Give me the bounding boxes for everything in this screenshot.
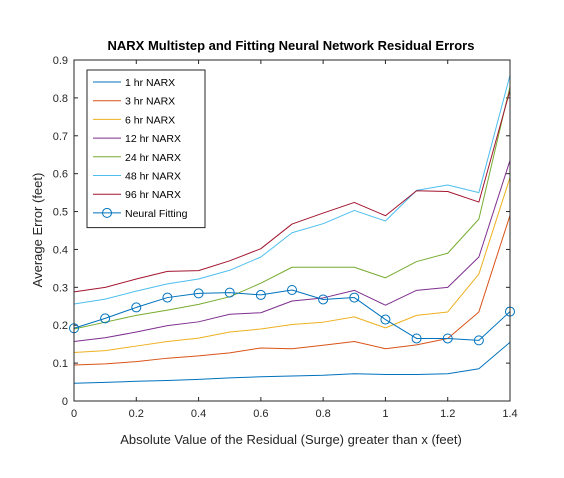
x-axis-label: Absolute Value of the Residual (Surge) g… bbox=[120, 432, 462, 447]
x-tick-label: 0.4 bbox=[191, 408, 206, 420]
data-point-marker bbox=[193, 288, 204, 299]
series-line bbox=[73, 177, 511, 353]
series-line bbox=[73, 160, 511, 343]
x-tick-label: 0 bbox=[71, 408, 77, 420]
axis-ticks: 0 0.2 0.4 0.6 0.8 1 1.2 1.4 0 0.1 0.2 0.3 0.4 0.5 0.6 0… bbox=[53, 55, 518, 420]
legend-label: Neural Fitting bbox=[125, 208, 188, 220]
series-line bbox=[73, 90, 511, 293]
y-tick-label: 0.1 bbox=[53, 358, 68, 370]
series-layer bbox=[69, 75, 515, 384]
series-1-hr-narx bbox=[73, 341, 511, 384]
legend-label: 12 hr NARX bbox=[125, 133, 181, 145]
legend-label: 3 hr NARX bbox=[125, 96, 175, 108]
legend-label: 48 hr NARX bbox=[125, 171, 181, 183]
legend-item: 48 hr NARX bbox=[93, 171, 181, 183]
legend-label: 96 hr NARX bbox=[125, 189, 181, 201]
data-point-marker bbox=[473, 335, 484, 346]
series-6-hr-narx bbox=[73, 177, 511, 353]
x-tick-label: 0.2 bbox=[129, 408, 144, 420]
data-point-marker bbox=[442, 333, 453, 344]
series-24-hr-narx bbox=[73, 86, 511, 330]
chart-title: NARX Multistep and Fitting Neural Networ… bbox=[108, 38, 475, 53]
y-tick-label: 0.3 bbox=[53, 282, 68, 294]
legend-box bbox=[86, 69, 206, 229]
series-12-hr-narx bbox=[73, 160, 511, 343]
y-tick-label: 0.5 bbox=[53, 207, 68, 219]
y-axis-label: Average Error (feet) bbox=[30, 173, 45, 288]
series-line bbox=[73, 86, 511, 330]
data-point-marker bbox=[162, 292, 173, 303]
data-point-marker bbox=[287, 284, 297, 295]
legend-label: 1 hr NARX bbox=[125, 77, 175, 89]
y-tick-label: 0.9 bbox=[53, 55, 68, 67]
x-tick-label: 0.6 bbox=[253, 408, 268, 420]
data-point-marker bbox=[380, 314, 391, 325]
series-3-hr-narx bbox=[73, 215, 511, 366]
x-tick-label: 1 bbox=[382, 408, 388, 420]
series-line bbox=[73, 289, 511, 341]
series-48-hr-narx bbox=[73, 75, 511, 305]
data-point-marker bbox=[224, 287, 235, 298]
legend-item: 96 hr NARX bbox=[93, 189, 181, 201]
series-96-hr-narx bbox=[73, 90, 511, 293]
x-tick-label: 1.2 bbox=[440, 408, 455, 420]
data-point-marker bbox=[100, 313, 111, 324]
y-tick-label: 0.8 bbox=[53, 93, 68, 105]
legend-item: Neural Fitting bbox=[93, 207, 188, 220]
legend-item: 1 hr NARX bbox=[93, 77, 175, 89]
data-point-marker bbox=[411, 333, 422, 344]
legend-label: 6 hr NARX bbox=[125, 114, 175, 126]
y-tick-label: 0.6 bbox=[53, 169, 68, 181]
series-line bbox=[73, 75, 511, 305]
series-line bbox=[73, 341, 511, 384]
x-tick-label: 1.4 bbox=[502, 408, 517, 420]
legend: 1 hr NARX 3 hr NARX 6 hr NARX 12 hr NARX 24 … bbox=[86, 69, 206, 229]
legend-item: 24 hr NARX bbox=[93, 152, 181, 164]
data-point-marker bbox=[131, 302, 142, 313]
legend-label: 24 hr NARX bbox=[125, 152, 181, 164]
legend-item: 3 hr NARX bbox=[93, 96, 175, 108]
plot-frame bbox=[73, 59, 511, 402]
y-tick-label: 0.7 bbox=[53, 131, 68, 143]
series-line bbox=[73, 215, 511, 366]
y-tick-label: 0.2 bbox=[53, 320, 68, 332]
data-point-marker bbox=[349, 292, 360, 303]
y-tick-label: 0 bbox=[62, 396, 68, 408]
legend-marker bbox=[102, 207, 112, 218]
legend-item: 12 hr NARX bbox=[93, 133, 181, 145]
x-tick-label: 0.8 bbox=[315, 408, 330, 420]
data-point-marker bbox=[255, 289, 266, 300]
data-point-marker bbox=[318, 294, 329, 305]
legend-item: 6 hr NARX bbox=[93, 114, 175, 126]
y-tick-label: 0.4 bbox=[53, 244, 68, 256]
